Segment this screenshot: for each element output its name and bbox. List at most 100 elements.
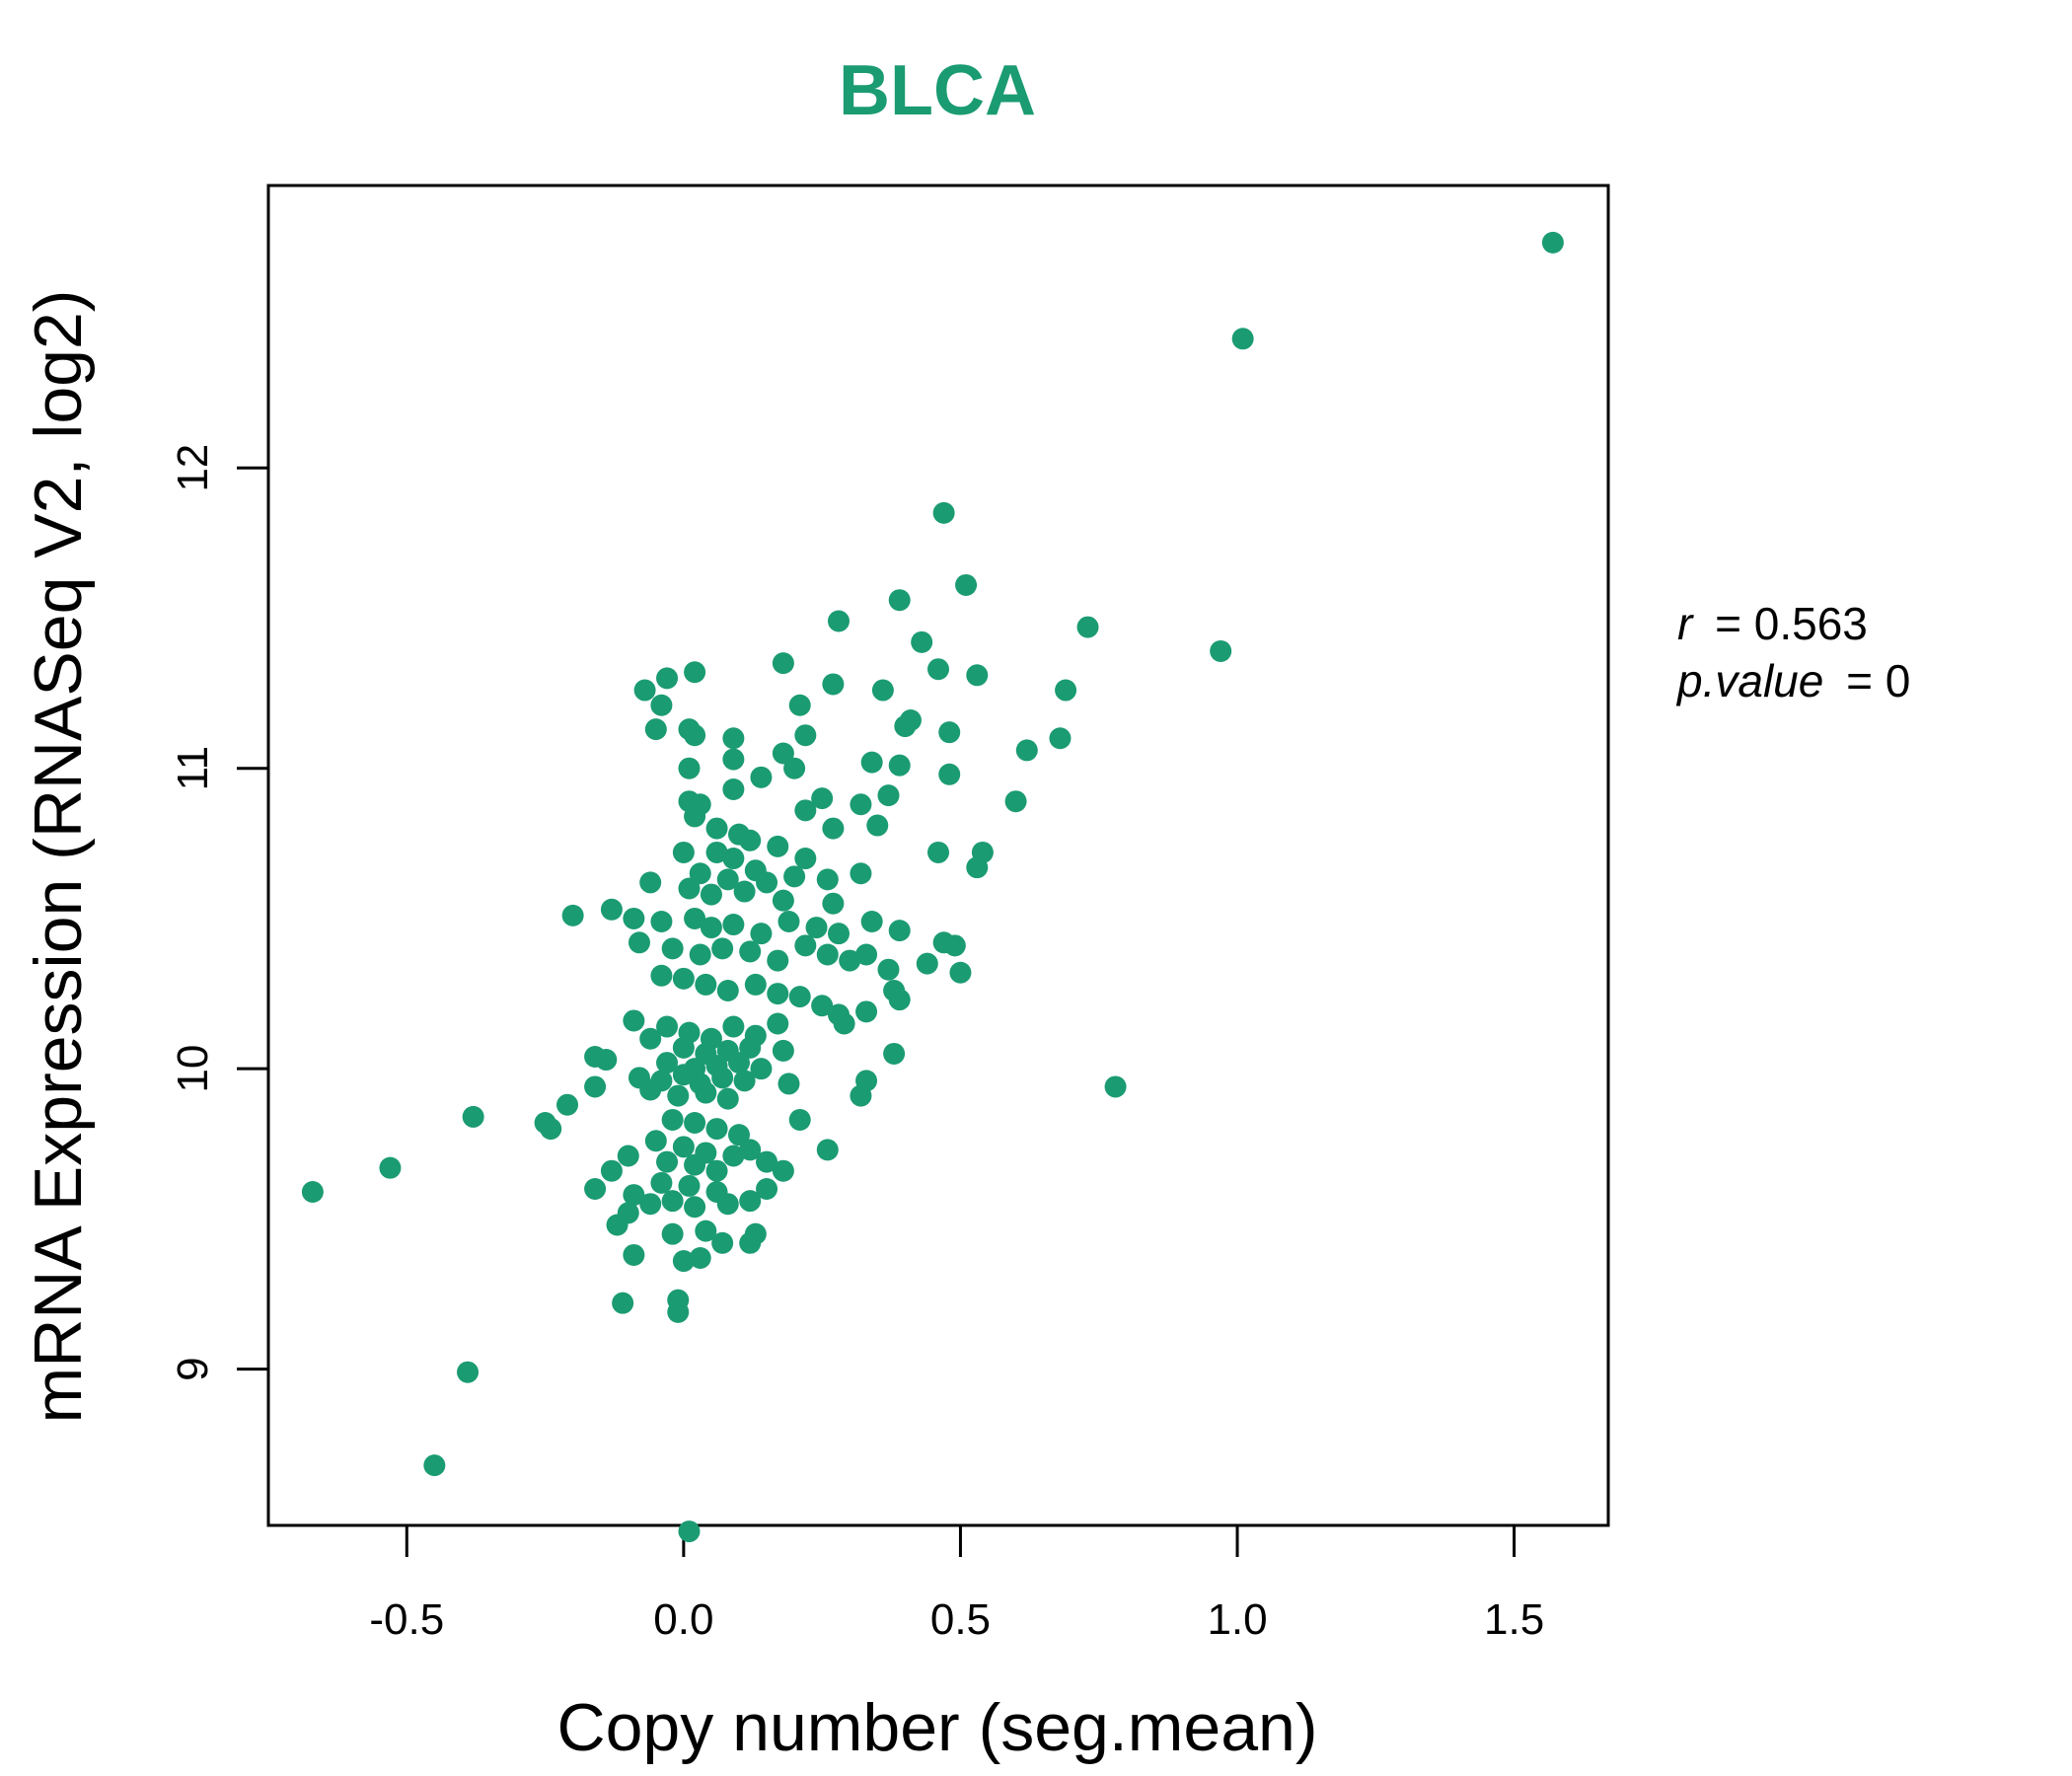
data-point — [650, 694, 673, 716]
data-point — [927, 841, 949, 863]
data-point — [744, 1222, 767, 1245]
data-point — [822, 892, 845, 915]
data-point — [739, 1036, 762, 1059]
data-point — [739, 829, 762, 851]
data-point — [772, 652, 794, 675]
data-point — [911, 630, 933, 653]
data-point — [772, 742, 794, 765]
data-point — [899, 708, 922, 731]
data-point — [727, 1052, 750, 1074]
data-points — [301, 231, 1564, 1543]
data-point — [661, 1108, 684, 1131]
data-point — [739, 1139, 762, 1161]
data-point — [756, 1177, 778, 1200]
data-point — [827, 610, 850, 632]
data-point — [966, 856, 989, 879]
data-point — [661, 937, 684, 960]
data-point — [695, 1220, 717, 1242]
data-point — [684, 1153, 706, 1176]
data-point — [678, 1174, 701, 1197]
data-point — [938, 721, 961, 744]
data-point — [816, 943, 839, 966]
data-point — [722, 778, 745, 801]
data-point — [722, 848, 745, 870]
data-point — [711, 1067, 734, 1089]
data-point — [1104, 1075, 1127, 1098]
data-point — [750, 1058, 773, 1080]
data-point — [850, 862, 872, 885]
data-point — [744, 973, 767, 996]
data-point — [661, 1222, 684, 1245]
data-point — [667, 1300, 690, 1323]
data-point — [301, 1181, 324, 1204]
data-point — [839, 949, 861, 972]
data-point — [656, 1150, 679, 1173]
data-point — [672, 1250, 695, 1273]
data-point — [767, 949, 789, 972]
data-point — [788, 986, 811, 1008]
data-point — [943, 934, 966, 957]
data-point — [916, 952, 938, 975]
data-point — [639, 1027, 662, 1050]
data-point — [883, 1042, 906, 1065]
y-tick-label: 12 — [169, 444, 217, 492]
data-point — [1076, 616, 1099, 638]
data-point — [822, 817, 845, 840]
data-point — [772, 889, 794, 912]
data-point — [888, 589, 911, 612]
data-point — [672, 1136, 695, 1158]
data-point — [788, 694, 811, 716]
p-value: = 0 — [1846, 655, 1910, 706]
data-point — [672, 967, 695, 990]
data-point — [423, 1454, 446, 1477]
data-point — [955, 573, 978, 596]
data-point — [644, 1130, 667, 1152]
data-point — [672, 1036, 695, 1059]
data-point — [777, 910, 800, 932]
data-point — [860, 751, 883, 774]
data-point — [617, 1145, 639, 1167]
data-point — [767, 983, 789, 1005]
p-value-statistic: p.value = 0 — [1675, 655, 1910, 706]
data-point — [684, 1196, 706, 1219]
data-point — [667, 1084, 690, 1107]
data-point — [705, 841, 728, 863]
data-point — [772, 1159, 794, 1182]
data-point — [1049, 727, 1072, 750]
data-point — [833, 1012, 855, 1035]
data-point — [556, 1093, 579, 1116]
data-point — [772, 1039, 794, 1062]
data-point — [705, 1159, 728, 1182]
data-point — [722, 1145, 745, 1167]
data-point — [750, 923, 773, 945]
data-point — [860, 910, 883, 932]
data-point — [695, 1081, 717, 1104]
data-point — [678, 757, 701, 779]
x-axis-label: Copy number (seg.mean) — [556, 1690, 1317, 1765]
data-point — [794, 799, 817, 822]
data-point — [379, 1156, 402, 1179]
data-point — [783, 865, 806, 888]
data-point — [684, 724, 706, 747]
data-point — [600, 898, 623, 921]
data-point — [739, 940, 762, 963]
data-point — [850, 1084, 872, 1107]
data-point — [750, 766, 773, 788]
data-point — [888, 754, 911, 777]
data-point — [777, 1073, 800, 1095]
data-point — [938, 763, 961, 785]
data-point — [783, 757, 806, 779]
data-point — [650, 964, 673, 987]
data-point — [639, 871, 662, 894]
data-point — [932, 501, 955, 524]
data-point — [811, 995, 834, 1017]
data-point — [606, 1214, 629, 1236]
y-tick-label: 10 — [169, 1045, 217, 1093]
chart-title: BLCA — [839, 51, 1036, 130]
data-point — [850, 793, 872, 816]
y-axis: 9 10 11 12 — [169, 444, 270, 1381]
data-point — [633, 679, 656, 702]
data-point — [700, 883, 722, 906]
data-point — [816, 868, 839, 891]
data-point — [756, 871, 778, 894]
